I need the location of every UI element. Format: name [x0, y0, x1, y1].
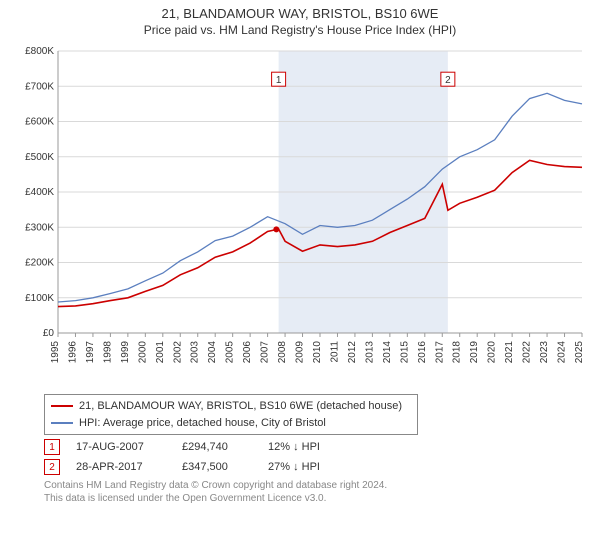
chart-subtitle: Price paid vs. HM Land Registry's House … [10, 23, 590, 37]
svg-text:2021: 2021 [504, 341, 515, 364]
svg-text:2003: 2003 [190, 341, 201, 364]
legend-item: HPI: Average price, detached house, City… [51, 415, 411, 432]
svg-text:2024: 2024 [557, 341, 568, 364]
event-price: £294,740 [182, 441, 252, 453]
svg-text:2012: 2012 [347, 341, 358, 364]
event-marker-icon: 1 [44, 439, 60, 455]
svg-text:£0: £0 [43, 328, 55, 339]
footer-line-1: Contains HM Land Registry data © Crown c… [44, 479, 590, 492]
svg-text:1999: 1999 [120, 341, 131, 364]
legend-swatch [51, 405, 73, 407]
svg-text:2007: 2007 [260, 341, 271, 364]
event-date: 17-AUG-2007 [76, 441, 166, 453]
legend-label: HPI: Average price, detached house, City… [79, 415, 326, 432]
legend-label: 21, BLANDAMOUR WAY, BRISTOL, BS10 6WE (d… [79, 398, 402, 415]
legend-swatch [51, 422, 73, 424]
svg-text:2025: 2025 [574, 341, 585, 364]
svg-text:2005: 2005 [225, 341, 236, 364]
svg-text:2009: 2009 [295, 341, 306, 364]
svg-text:£200K: £200K [25, 258, 54, 269]
svg-text:1996: 1996 [67, 341, 78, 364]
svg-text:2: 2 [445, 75, 451, 86]
footer-line-2: This data is licensed under the Open Gov… [44, 492, 590, 505]
svg-text:2017: 2017 [434, 341, 445, 364]
svg-text:2015: 2015 [399, 341, 410, 364]
svg-text:2013: 2013 [364, 341, 375, 364]
event-date: 28-APR-2017 [76, 461, 166, 473]
svg-text:2016: 2016 [417, 341, 428, 364]
footer-attribution: Contains HM Land Registry data © Crown c… [44, 479, 590, 505]
svg-text:£400K: £400K [25, 187, 54, 198]
svg-text:2001: 2001 [155, 341, 166, 364]
event-marker-icon: 2 [44, 459, 60, 475]
svg-text:2010: 2010 [312, 341, 323, 364]
svg-text:2023: 2023 [539, 341, 550, 364]
event-row: 1 17-AUG-2007 £294,740 12% ↓ HPI [44, 439, 590, 455]
svg-text:2020: 2020 [487, 341, 498, 364]
event-delta: 27% ↓ HPI [268, 461, 348, 473]
event-row: 2 28-APR-2017 £347,500 27% ↓ HPI [44, 459, 590, 475]
svg-text:2018: 2018 [452, 341, 463, 364]
svg-text:2006: 2006 [242, 341, 253, 364]
chart-title: 21, BLANDAMOUR WAY, BRISTOL, BS10 6WE [10, 6, 590, 21]
svg-text:2002: 2002 [172, 341, 183, 364]
svg-text:£600K: £600K [25, 117, 54, 128]
svg-text:£300K: £300K [25, 222, 54, 233]
svg-text:£100K: £100K [25, 293, 54, 304]
svg-text:1998: 1998 [102, 341, 113, 364]
line-chart: £0 £100K £200K £300K £400K £500K £600K £700K £80… [10, 43, 590, 383]
svg-text:£800K: £800K [25, 46, 54, 57]
svg-text:1995: 1995 [50, 341, 61, 364]
event-delta: 12% ↓ HPI [268, 441, 348, 453]
chart-area: £0 £100K £200K £300K £400K £500K £600K £700K £80… [10, 43, 590, 388]
svg-text:2004: 2004 [207, 341, 218, 364]
svg-text:2008: 2008 [277, 341, 288, 364]
svg-text:1997: 1997 [85, 341, 96, 364]
svg-text:1: 1 [276, 75, 282, 86]
svg-text:£700K: £700K [25, 81, 54, 92]
svg-text:2022: 2022 [522, 341, 533, 364]
svg-text:2014: 2014 [382, 341, 393, 364]
svg-text:2011: 2011 [329, 341, 340, 363]
svg-text:2019: 2019 [469, 341, 480, 364]
legend-item: 21, BLANDAMOUR WAY, BRISTOL, BS10 6WE (d… [51, 398, 411, 415]
svg-text:2000: 2000 [137, 341, 148, 364]
legend: 21, BLANDAMOUR WAY, BRISTOL, BS10 6WE (d… [44, 394, 418, 435]
event-list: 1 17-AUG-2007 £294,740 12% ↓ HPI 2 28-APR-201… [44, 439, 590, 475]
event-price: £347,500 [182, 461, 252, 473]
svg-text:£500K: £500K [25, 152, 54, 163]
